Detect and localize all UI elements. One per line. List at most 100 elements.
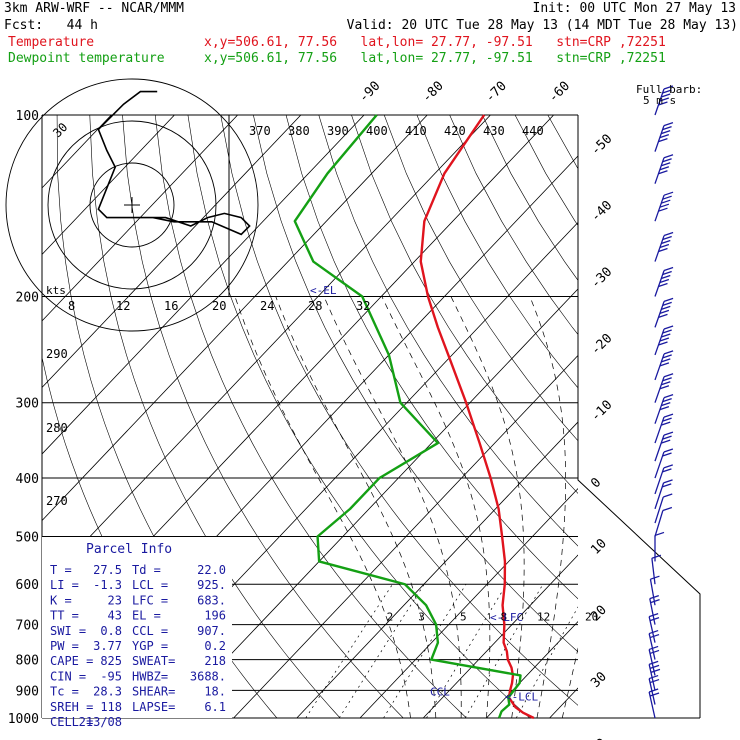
- wind-barb: [654, 231, 674, 262]
- barb-flag: [649, 617, 660, 622]
- isotherm-label: -70: [483, 79, 510, 106]
- parcel-key: LCL =: [132, 578, 168, 592]
- barb-flag: [662, 354, 672, 359]
- barb-flag: [663, 493, 673, 498]
- isotherm-label: 30: [588, 669, 610, 691]
- parcel-value: 22.0: [197, 563, 226, 577]
- dry-adiabat: [416, 115, 578, 389]
- wind-barb: [654, 464, 673, 495]
- barb-flag: [659, 406, 670, 411]
- level-label: CCL: [430, 685, 450, 698]
- barb-staff: [654, 353, 665, 381]
- forecast-hour: Fcst: 44 h: [4, 18, 98, 33]
- pressure-label: 200: [16, 291, 39, 306]
- barb-flag: [662, 417, 672, 422]
- barb-flag: [662, 435, 672, 440]
- barb-flag: [658, 101, 668, 106]
- wind-barb: [654, 266, 674, 297]
- parcel-background: [42, 537, 232, 718]
- barb-flag: [648, 674, 659, 680]
- barb-flag: [661, 199, 671, 204]
- moist-adiabat: [381, 296, 491, 718]
- hodograph-ring: [47, 120, 217, 290]
- parcel-key: TT =: [50, 609, 79, 623]
- parcel-info-box: Parcel Info T = 27.5 Td = 22.0 LI = -1.3 LCL = 9…: [42, 537, 232, 729]
- hodograph-trace: [97, 90, 251, 236]
- barb-staff: [654, 328, 665, 356]
- barb-flag: [654, 531, 665, 537]
- barb-flag: [663, 231, 674, 237]
- moist-adiabat: [561, 646, 578, 718]
- moist-adiabat: [588, 297, 679, 718]
- sounding-curves: [293, 114, 535, 720]
- isotherm-line: [422, 554, 578, 718]
- isotherm-label: 10: [588, 536, 610, 558]
- dry-adiabat: [613, 115, 740, 731]
- barb-staff: [654, 194, 665, 222]
- barb-staff: [654, 467, 665, 495]
- parcel-value: 907.: [197, 624, 226, 638]
- wind-barbs: [648, 85, 674, 719]
- temperature-line: [419, 114, 535, 720]
- hodograph-speed-label: 8: [68, 299, 75, 313]
- mixing-ratio-label: 2: [387, 611, 394, 624]
- barb-flag: [662, 235, 672, 241]
- dry-adiabat: [351, 115, 578, 494]
- isotherm-label: -50: [588, 132, 615, 159]
- barb-flag: [663, 394, 674, 399]
- barb-flag: [648, 629, 659, 635]
- parcel-value: 213/08: [79, 715, 122, 729]
- mixing-ratio-label: 8: [501, 611, 508, 624]
- barb-flag: [663, 266, 674, 272]
- barb-flag: [658, 282, 668, 288]
- parcel-value: 23: [108, 593, 122, 607]
- temperature-location: x,y=506.61, 77.56 lat,lon= 27.77, -97.51…: [204, 35, 666, 50]
- thetae-label: 280: [46, 421, 68, 435]
- dewpoint-legend: Dewpoint temperature: [8, 51, 165, 66]
- grid-clip: [42, 115, 740, 731]
- wind-barb: [654, 394, 674, 424]
- barb-flag: [662, 125, 672, 131]
- isotherm-line: [42, 115, 175, 256]
- barb-flag: [663, 431, 674, 436]
- wind-barb: [654, 85, 674, 116]
- barb-flag: [650, 575, 660, 580]
- barb-flag: [662, 195, 672, 200]
- dry-adiabat: [187, 115, 531, 718]
- parcel-value: 18.: [204, 685, 226, 699]
- dry-adiabat: [711, 115, 740, 731]
- barb-staff: [654, 451, 665, 479]
- barb-staff: [654, 235, 665, 262]
- barb-flag: [661, 274, 671, 280]
- chart-grid: [41, 114, 740, 731]
- parcel-key: EL =: [132, 609, 161, 623]
- wind-barb: [648, 629, 660, 660]
- wind-barb: [654, 297, 674, 328]
- wind-barb: [648, 613, 660, 643]
- parcel-key: K =: [50, 593, 72, 607]
- parcel-key: CAPE =: [50, 654, 93, 668]
- barb-flag: [659, 309, 670, 314]
- hodograph: [5, 78, 259, 332]
- barb-flag: [662, 452, 672, 457]
- barb-flag: [661, 333, 671, 338]
- barb-flag: [658, 170, 668, 175]
- barb-flag: [658, 341, 668, 346]
- dry-adiabat: [383, 115, 578, 442]
- level-label: <-EL: [310, 284, 337, 297]
- barb-flag: [658, 247, 668, 253]
- parcel-key: T =: [50, 563, 72, 577]
- init-time: Init: 00 UTC Mon 27 May 13: [532, 1, 737, 16]
- barb-flag: [663, 191, 674, 196]
- isotherm-line: [170, 288, 578, 718]
- parcel-value: 6.1: [204, 700, 226, 714]
- barb-flag: [662, 270, 672, 276]
- barb-flag: [650, 668, 661, 674]
- dry-adiabat: [514, 115, 578, 226]
- barb-flag: [663, 464, 673, 469]
- barb-flag: [659, 97, 670, 102]
- isotherm-label: -80: [419, 79, 446, 106]
- parcel-key: PW =: [50, 639, 79, 653]
- isotherm-label: -40: [588, 198, 615, 225]
- parcel-key: LAPSE=: [132, 700, 175, 714]
